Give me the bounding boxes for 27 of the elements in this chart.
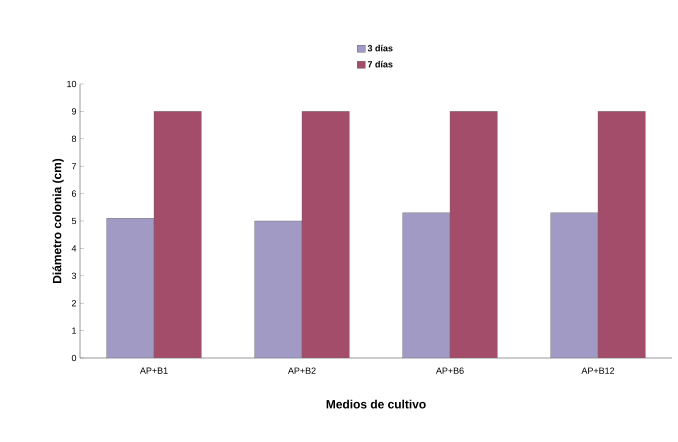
bar	[106, 218, 154, 358]
y-tick-label: 5	[72, 218, 76, 224]
bar	[154, 111, 202, 358]
bar	[402, 212, 450, 358]
x-axis-title: Medios de cultivo	[326, 400, 426, 408]
bar	[550, 212, 598, 358]
legend-label: 7 días	[368, 60, 393, 68]
y-tick-label: 1	[72, 328, 76, 334]
y-tick-label: 8	[72, 136, 76, 142]
y-tick-label: 7	[72, 163, 76, 170]
y-tick-label: 4	[72, 245, 76, 252]
y-axis-title: Diámetro colonia (cm)	[52, 158, 64, 283]
bar	[598, 111, 646, 358]
y-tick-label: 0	[72, 354, 76, 362]
x-tick-label: AP+B2	[288, 368, 316, 374]
bar	[254, 220, 302, 358]
y-tick-label: 10	[67, 80, 76, 88]
legend-label: 3 días	[368, 44, 393, 52]
x-tick-label: AP+B12	[581, 368, 614, 374]
bar	[302, 111, 350, 358]
y-tick-label: 9	[72, 108, 76, 115]
bar	[450, 111, 498, 358]
y-tick-label: 6	[72, 190, 76, 197]
y-tick-label: 3	[72, 272, 76, 279]
x-tick-label: AP+B6	[436, 368, 464, 374]
y-tick-label: 2	[72, 300, 76, 306]
x-tick-label: AP+B1	[140, 368, 168, 374]
